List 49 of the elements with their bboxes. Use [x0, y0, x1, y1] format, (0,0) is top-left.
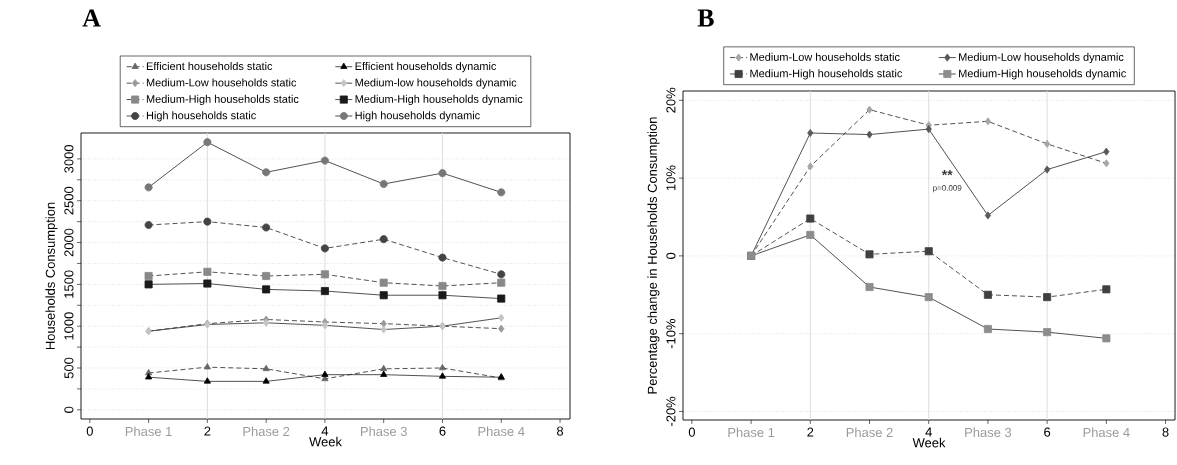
- legend-label: Medium-low households dynamic: [355, 78, 517, 89]
- chart-title: B: [697, 9, 714, 27]
- legend-label: High households static: [146, 111, 256, 122]
- y-tick-label: 0: [64, 406, 74, 413]
- legend-label: High households dynamic: [355, 111, 480, 122]
- x-tick-label: Phase 3: [965, 427, 1012, 438]
- x-tick-label: Phase 2: [846, 427, 893, 438]
- y-tick-label: 20%: [666, 87, 676, 113]
- legend-label: Medium-High households dynamic: [959, 69, 1126, 80]
- legend-label: Efficient households static: [146, 62, 273, 71]
- x-tick-label: Phase 2: [243, 426, 290, 437]
- x-tick-label: 2: [204, 426, 211, 436]
- annotation: **: [941, 170, 953, 176]
- legend-label: Efficient households dynamic: [355, 62, 497, 73]
- x-tick-label: Phase 1: [125, 426, 172, 437]
- y-axis-title: Percentage change in Households Consumption: [647, 117, 660, 394]
- y-tick-label: 2500: [64, 186, 74, 215]
- x-tick-label: Phase 4: [478, 426, 525, 437]
- x-tick-label: Phase 3: [360, 426, 407, 437]
- legend-label: Medium-High households static: [146, 94, 299, 106]
- y-tick-label: -20%: [666, 396, 676, 426]
- x-tick-label: 2: [807, 427, 814, 437]
- x-tick-label: 0: [688, 427, 695, 437]
- legend-label: Medium-Low households static: [146, 78, 297, 87]
- legend-label: Medium-Low households static: [750, 52, 900, 61]
- chart-title: A: [82, 9, 101, 27]
- legend-label: Medium-High households dynamic: [355, 94, 523, 106]
- x-tick-label: 6: [439, 426, 446, 436]
- x-axis-title: Week: [912, 437, 946, 448]
- y-tick-label: 0: [666, 252, 676, 259]
- y-tick-label: 500: [64, 357, 74, 379]
- y-tick-label: 1500: [64, 270, 74, 298]
- x-tick-label: 8: [556, 426, 564, 436]
- y-tick-label: 3000: [64, 145, 74, 173]
- y-tick-label: -10%: [666, 319, 676, 349]
- x-tick-label: 4: [321, 426, 329, 436]
- x-tick-label: 6: [1044, 427, 1051, 437]
- y-tick-label: 2000: [64, 228, 74, 257]
- y-tick-label: 10%: [666, 165, 676, 191]
- x-tick-label: Phase 4: [1083, 427, 1130, 438]
- x-axis-title: Week: [309, 436, 342, 447]
- x-tick-label: 8: [1162, 427, 1169, 437]
- legend-label: Medium-High households static: [750, 69, 903, 80]
- x-tick-label: Phase 1: [728, 427, 775, 438]
- x-tick-label: 4: [925, 427, 932, 437]
- x-tick-label: 0: [86, 426, 93, 436]
- y-axis-title: Households Consumption: [45, 202, 58, 350]
- legend-label: Medium-Low households dynamic: [959, 52, 1124, 64]
- y-tick-label: 1000: [64, 312, 74, 340]
